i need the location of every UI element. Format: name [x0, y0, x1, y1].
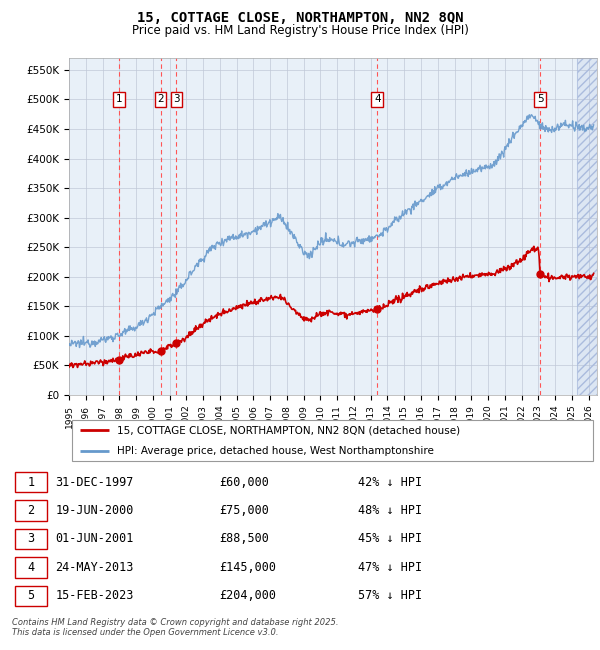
- Text: 2: 2: [27, 504, 34, 517]
- Text: £88,500: £88,500: [220, 532, 269, 545]
- Text: 01-JUN-2001: 01-JUN-2001: [55, 532, 134, 545]
- Text: 4: 4: [27, 561, 34, 574]
- Text: 47% ↓ HPI: 47% ↓ HPI: [358, 561, 422, 574]
- Text: £204,000: £204,000: [220, 590, 277, 603]
- Text: 5: 5: [27, 590, 34, 603]
- Text: Contains HM Land Registry data © Crown copyright and database right 2025.
This d: Contains HM Land Registry data © Crown c…: [12, 618, 338, 638]
- Text: 48% ↓ HPI: 48% ↓ HPI: [358, 504, 422, 517]
- Text: 1: 1: [27, 476, 34, 489]
- Text: 15, COTTAGE CLOSE, NORTHAMPTON, NN2 8QN: 15, COTTAGE CLOSE, NORTHAMPTON, NN2 8QN: [137, 11, 463, 25]
- Text: 45% ↓ HPI: 45% ↓ HPI: [358, 532, 422, 545]
- Text: 15, COTTAGE CLOSE, NORTHAMPTON, NN2 8QN (detached house): 15, COTTAGE CLOSE, NORTHAMPTON, NN2 8QN …: [116, 425, 460, 435]
- FancyBboxPatch shape: [15, 472, 47, 493]
- Bar: [577, 58, 597, 395]
- FancyBboxPatch shape: [15, 557, 47, 578]
- Text: £75,000: £75,000: [220, 504, 269, 517]
- Text: 3: 3: [173, 94, 180, 105]
- Text: 19-JUN-2000: 19-JUN-2000: [55, 504, 134, 517]
- Text: HPI: Average price, detached house, West Northamptonshire: HPI: Average price, detached house, West…: [116, 446, 433, 456]
- Text: 24-MAY-2013: 24-MAY-2013: [55, 561, 134, 574]
- Text: £145,000: £145,000: [220, 561, 277, 574]
- Text: 1: 1: [116, 94, 122, 105]
- Text: £60,000: £60,000: [220, 476, 269, 489]
- Text: 3: 3: [27, 532, 34, 545]
- Text: 15-FEB-2023: 15-FEB-2023: [55, 590, 134, 603]
- FancyBboxPatch shape: [71, 420, 593, 462]
- Text: 2: 2: [157, 94, 164, 105]
- FancyBboxPatch shape: [15, 500, 47, 521]
- FancyBboxPatch shape: [15, 529, 47, 549]
- Text: 4: 4: [374, 94, 380, 105]
- FancyBboxPatch shape: [15, 586, 47, 606]
- Text: 42% ↓ HPI: 42% ↓ HPI: [358, 476, 422, 489]
- Text: Price paid vs. HM Land Registry's House Price Index (HPI): Price paid vs. HM Land Registry's House …: [131, 24, 469, 37]
- Text: 5: 5: [537, 94, 544, 105]
- Text: 57% ↓ HPI: 57% ↓ HPI: [358, 590, 422, 603]
- Text: 31-DEC-1997: 31-DEC-1997: [55, 476, 134, 489]
- Bar: [577, 58, 597, 395]
